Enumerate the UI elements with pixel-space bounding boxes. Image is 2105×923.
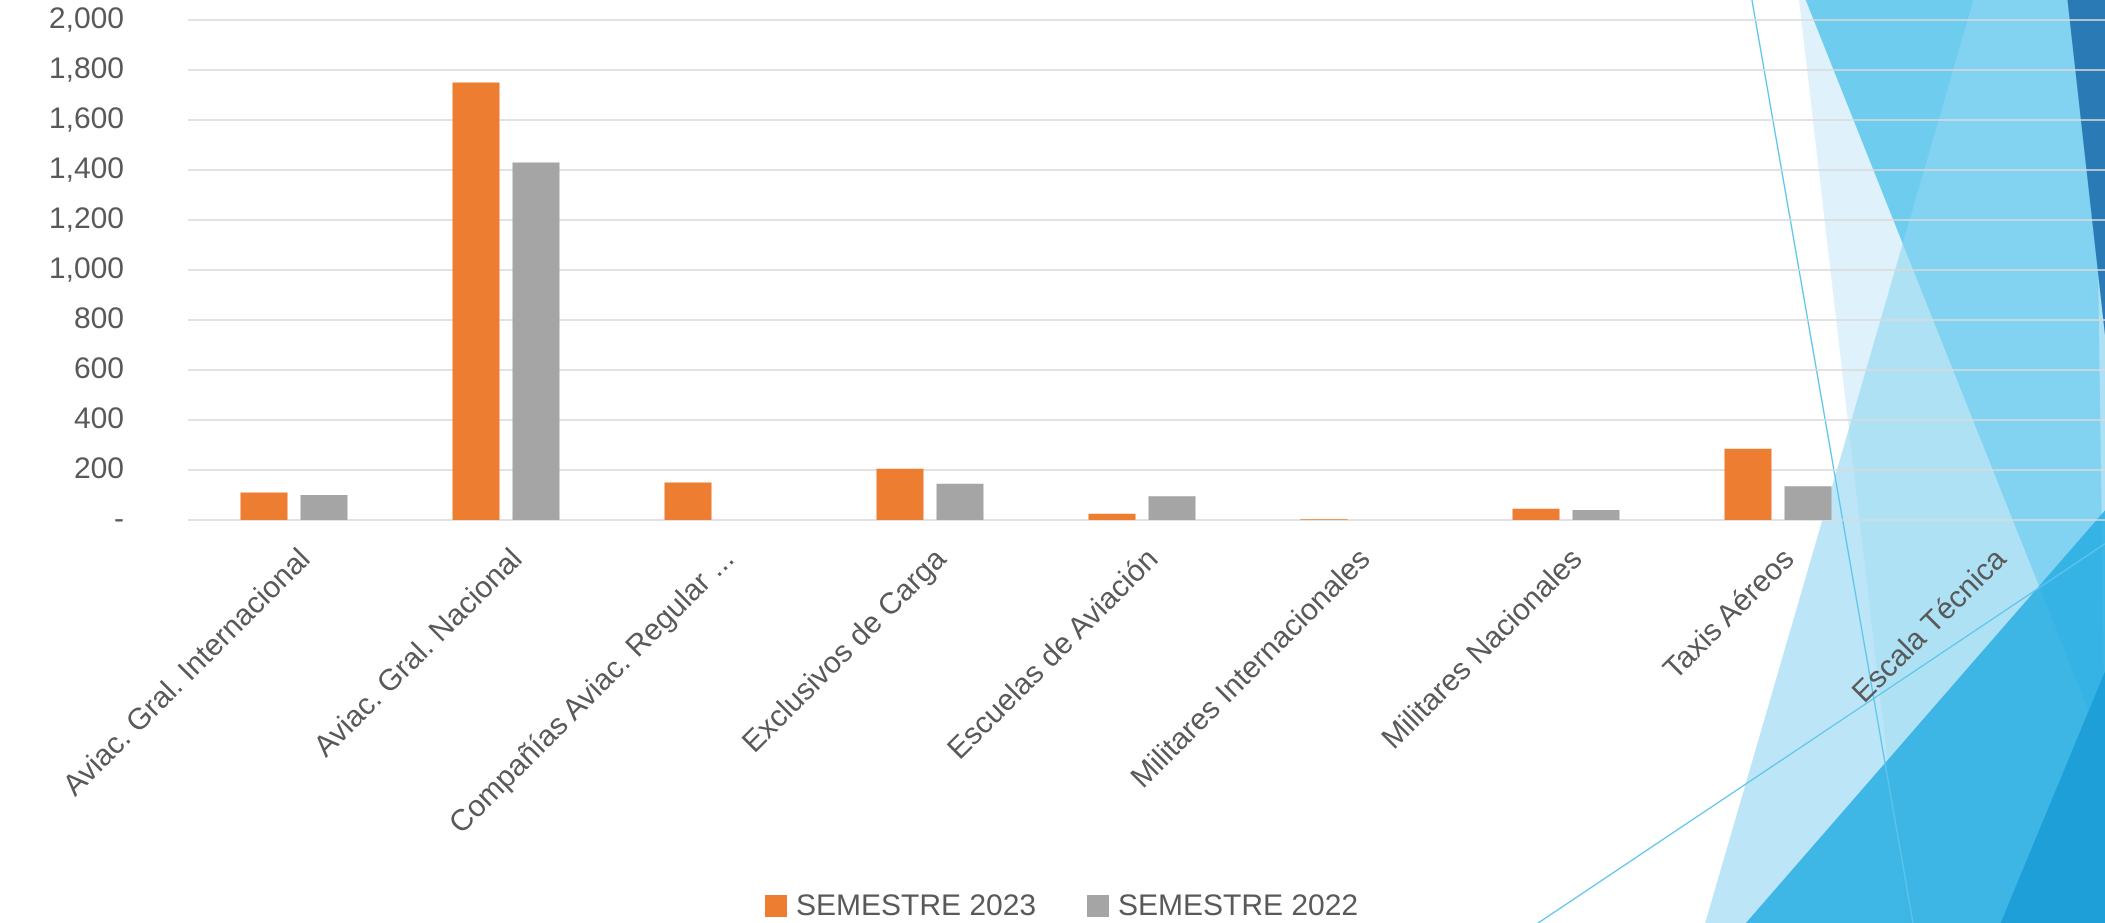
bar (1572, 510, 1620, 520)
y-tick-label: 1,600 (49, 102, 124, 135)
y-tick-label: 1,000 (49, 252, 124, 285)
bar (1148, 496, 1196, 520)
x-tick-label: Militares Nacionales (1375, 542, 1588, 755)
y-tick-label: 1,200 (49, 202, 124, 235)
bar (1088, 513, 1136, 520)
bar (1512, 508, 1560, 520)
x-tick-label: Exclusivos de Carga (736, 542, 953, 759)
x-tick-label: Aviac. Gral. Internacional (57, 542, 317, 802)
x-tick-label: Aviac. Gral. Nacional (308, 542, 529, 763)
y-tick-label: 2,000 (49, 2, 124, 35)
bar (1724, 448, 1772, 520)
y-tick-label: 1,400 (49, 152, 124, 185)
legend-label: SEMESTRE 2022 (1118, 889, 1358, 922)
y-tick-label: 200 (74, 452, 124, 485)
bar (1784, 486, 1832, 520)
legend-label: SEMESTRE 2023 (796, 889, 1036, 922)
bar (300, 495, 348, 520)
bar (876, 468, 924, 520)
bar (1300, 519, 1348, 520)
x-tick-label: Militares Internacionales (1124, 542, 1376, 794)
bar (240, 492, 288, 520)
legend-swatch (765, 895, 787, 917)
decoration (1536, 0, 2105, 923)
x-tick-label: Taxis Aéreos (1657, 542, 1801, 686)
x-tick-label: Escuelas de Aviación (941, 542, 1164, 765)
bar (664, 482, 712, 520)
y-tick-label: 800 (74, 302, 124, 335)
bar (512, 162, 560, 520)
bar (452, 82, 500, 520)
y-tick-label: 400 (74, 402, 124, 435)
bar (936, 483, 984, 520)
legend-swatch (1087, 895, 1109, 917)
y-tick-label: 1,800 (49, 52, 124, 85)
y-tick-label: - (114, 502, 124, 535)
y-tick-label: 600 (74, 352, 124, 385)
